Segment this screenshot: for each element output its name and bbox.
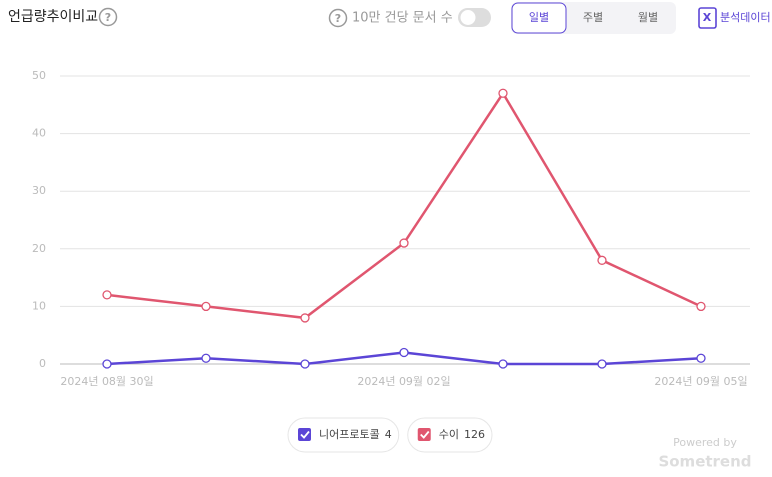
point	[597, 359, 607, 369]
period-option[interactable]: 월별	[638, 11, 658, 24]
y-tick-label: 50	[32, 69, 46, 82]
legend-item[interactable]: 니어프로토콜 4	[287, 417, 400, 453]
legend-label: 니어프로토콜 4	[319, 428, 392, 441]
legend-check	[298, 428, 311, 441]
legend-name: 수이	[439, 428, 459, 441]
period-option[interactable]: 주별	[583, 11, 603, 24]
title: 언급량추이비교	[8, 9, 98, 25]
point	[597, 255, 607, 265]
series-line	[106, 90, 702, 320]
export-label: 분석데이터	[720, 11, 771, 24]
svg-text:X: X	[703, 11, 712, 24]
legend-item[interactable]: 수이 126	[407, 417, 493, 453]
help-icon[interactable]: ?	[328, 8, 348, 28]
svg-text:?: ?	[105, 11, 111, 24]
segment-selected	[511, 2, 567, 34]
check-mark	[420, 430, 430, 439]
point	[399, 347, 409, 358]
point	[102, 359, 112, 369]
legend-total: 4	[385, 428, 392, 441]
check-mark	[300, 430, 310, 439]
legend-check	[417, 428, 431, 441]
y-tick-label: 10	[32, 299, 46, 312]
point	[300, 359, 310, 369]
point	[696, 301, 706, 312]
point	[696, 353, 706, 363]
powered-by: Powered by	[673, 436, 737, 449]
x-tick-label: 2024년 09월 05일	[654, 374, 747, 388]
toggle[interactable]	[458, 8, 491, 27]
point	[102, 290, 112, 300]
toggle-label: 10만 건당 문서 수	[352, 11, 453, 26]
help-icon[interactable]: ?	[98, 7, 118, 27]
y-tick-label: 30	[32, 184, 46, 197]
point	[498, 88, 508, 98]
legend-pill	[407, 417, 493, 453]
point	[201, 301, 211, 312]
brand: Sometrend	[658, 453, 751, 471]
legend-pill	[287, 417, 400, 453]
y-tick-label: 0	[39, 357, 46, 370]
point	[399, 238, 409, 248]
svg-text:?: ?	[335, 12, 341, 25]
x-tick-label: 2024년 09월 02일	[357, 374, 450, 388]
point	[201, 353, 211, 363]
x-tick-label: 2024년 08월 30일	[60, 374, 153, 388]
legend-total: 126	[464, 428, 485, 441]
period-option[interactable]: 일별	[529, 10, 549, 24]
legend-name: 니어프로토콜	[319, 428, 380, 441]
point	[498, 359, 508, 369]
export[interactable]: X 분석데이터	[698, 7, 771, 29]
legend-label: 수이 126	[439, 428, 485, 441]
y-tick-label: 20	[32, 242, 46, 255]
point	[300, 313, 310, 323]
y-tick-label: 40	[32, 127, 46, 140]
